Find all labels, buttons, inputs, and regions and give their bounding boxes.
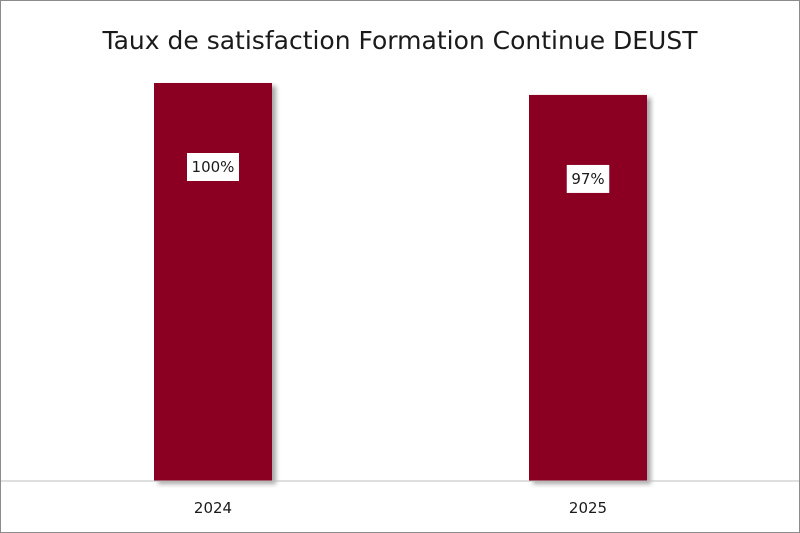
bars-layer: [154, 83, 647, 481]
labels-layer: 100% 97%: [187, 153, 610, 193]
chart-title: Taux de satisfaction Formation Continue …: [101, 26, 698, 55]
data-label-box-2025: [566, 164, 610, 193]
data-label-box-2024: [187, 153, 239, 181]
x-tick-2024: 2024: [194, 499, 232, 517]
data-label-2025: 97%: [571, 170, 604, 188]
x-axis-ticks: 2024 2025: [194, 499, 607, 517]
bar-2025: [529, 94, 647, 481]
x-tick-2025: 2025: [569, 499, 607, 517]
data-label-2024: 100%: [192, 158, 235, 176]
bar-2024: [154, 83, 272, 481]
